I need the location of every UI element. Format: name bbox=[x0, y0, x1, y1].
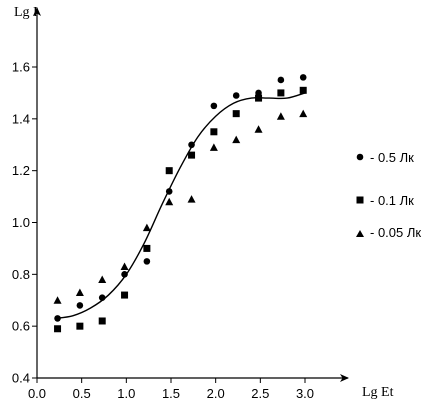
fit-curve bbox=[54, 92, 306, 320]
data-point-circle bbox=[255, 89, 262, 97]
data-point-circle bbox=[277, 76, 285, 84]
legend-circle-marker bbox=[356, 153, 364, 161]
x-tick-label: 1.5 bbox=[162, 386, 180, 401]
data-point-square bbox=[121, 291, 129, 299]
y-tick-label: 0.8 bbox=[12, 267, 30, 282]
data-point-square bbox=[299, 86, 307, 94]
data-point-triangle bbox=[98, 275, 107, 284]
data-point-triangle bbox=[299, 109, 308, 118]
data-point-circle bbox=[54, 315, 61, 322]
x-tick-label: 3.0 bbox=[296, 386, 314, 401]
data-point-square bbox=[277, 89, 285, 97]
y-tick-label: 1.0 bbox=[12, 215, 30, 230]
data-point-square bbox=[188, 151, 196, 159]
legend-item-1: - 0.1 Лк bbox=[356, 193, 414, 208]
data-point-square bbox=[165, 167, 173, 175]
data-point-square bbox=[210, 128, 218, 136]
data-point-triangle bbox=[53, 296, 62, 304]
legend: - 0.5 Лк - 0.1 Лк - 0.05 Лк bbox=[356, 150, 421, 240]
data-point-circle bbox=[165, 188, 173, 195]
x-tick-label: 1.0 bbox=[117, 386, 135, 401]
data-point-triangle bbox=[254, 125, 263, 133]
data-point-circle bbox=[143, 258, 151, 265]
y-tick-label: 1.6 bbox=[12, 60, 30, 75]
x-axis-ticks: 0.0 0.5 1.0 1.5 2.0 2.5 3.0 bbox=[28, 378, 314, 401]
y-axis-ticks: 0.4 0.6 0.8 1.0 1.2 1.4 1.6 bbox=[12, 60, 37, 386]
plot-area: 0.0 0.5 1.0 1.5 2.0 2.5 3.0 0.4 0.6 0.8 1.0 1.2 1.4… bbox=[12, 7, 349, 401]
data-point-triangle bbox=[209, 143, 218, 151]
data-point-square bbox=[255, 94, 263, 102]
data-point-triangle bbox=[187, 195, 196, 203]
x-axis-label: Lg Et bbox=[362, 385, 394, 400]
y-tick-label: 1.4 bbox=[12, 111, 30, 126]
data-point-circle bbox=[121, 271, 128, 278]
legend-item-2: - 0.05 Лк bbox=[356, 225, 421, 240]
data-point-triangle bbox=[276, 112, 285, 120]
data-point-circle bbox=[188, 141, 195, 149]
x-tick-label: 2.5 bbox=[251, 386, 269, 401]
data-point-square bbox=[54, 325, 62, 333]
data-point-square bbox=[232, 110, 240, 118]
legend-label-0: - 0.5 Лк bbox=[370, 150, 414, 165]
legend-square-marker bbox=[356, 196, 364, 204]
y-tick-label: 1.2 bbox=[12, 163, 30, 178]
legend-label-2: - 0.05 Лк bbox=[370, 225, 421, 240]
data-point-triangle bbox=[165, 197, 174, 206]
y-axis-label: Lg I bbox=[14, 5, 38, 20]
legend-item-0: - 0.5 Лк bbox=[356, 150, 414, 165]
x-tick-label: 0.5 bbox=[73, 386, 91, 401]
data-point-triangle bbox=[232, 135, 241, 144]
data-point-circle bbox=[76, 302, 84, 309]
data-point-square bbox=[98, 317, 106, 325]
data-point-triangle bbox=[142, 223, 151, 232]
data-point-square bbox=[143, 244, 151, 252]
y-tick-label: 0.4 bbox=[12, 371, 30, 386]
data-markers bbox=[53, 74, 308, 333]
data-point-square bbox=[76, 322, 84, 330]
data-point-circle bbox=[98, 294, 106, 301]
legend-label-1: - 0.1 Лк bbox=[370, 193, 414, 208]
data-point-circle bbox=[299, 74, 307, 81]
data-point-triangle bbox=[75, 288, 84, 296]
data-point-circle bbox=[210, 102, 218, 110]
y-tick-label: 0.6 bbox=[12, 319, 30, 334]
x-tick-label: 2.0 bbox=[207, 386, 225, 401]
x-tick-label: 0.0 bbox=[28, 386, 46, 401]
data-point-triangle bbox=[120, 262, 129, 271]
legend-triangle-marker bbox=[356, 230, 364, 237]
data-point-circle bbox=[232, 92, 240, 99]
